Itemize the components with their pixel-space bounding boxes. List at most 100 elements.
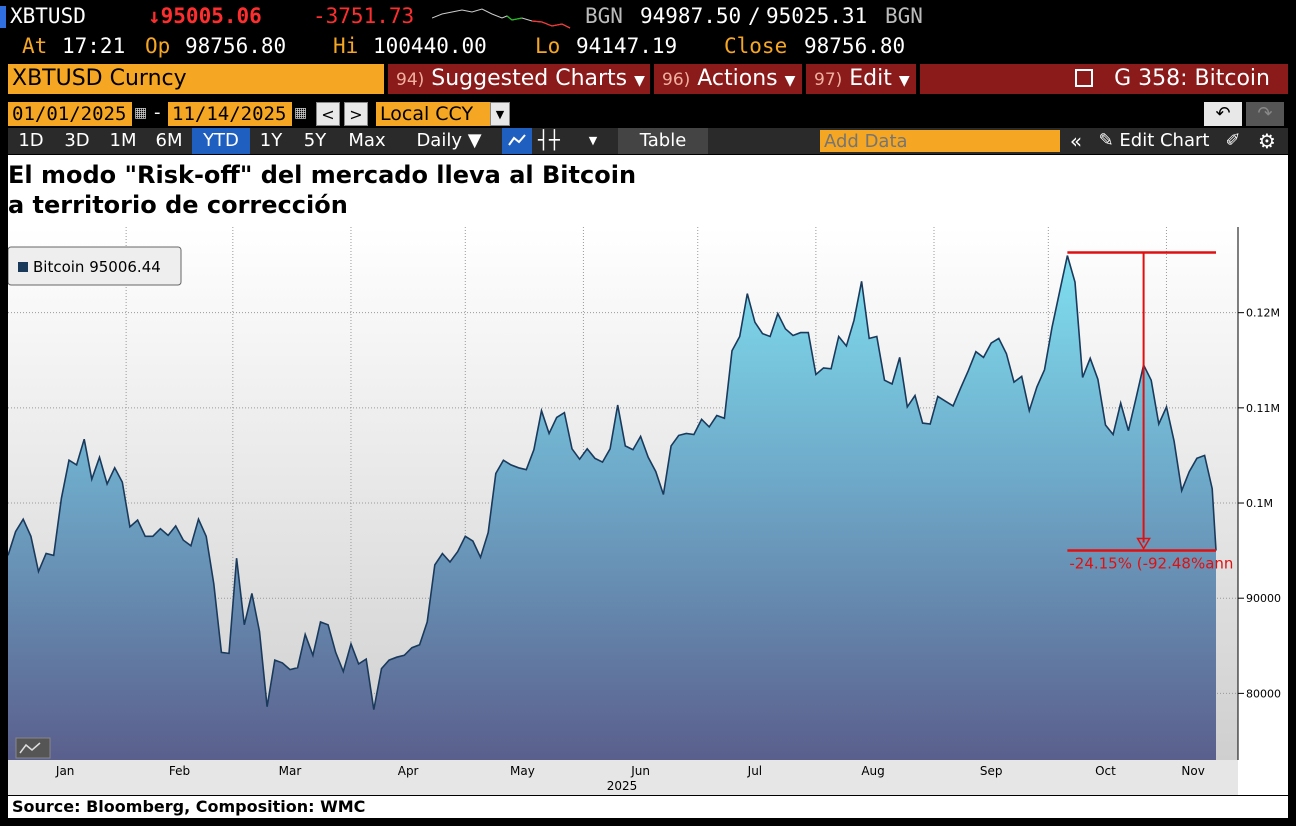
- suggested-charts-number: 94): [396, 70, 425, 90]
- price-change: -3751.73: [313, 4, 415, 28]
- price-chart[interactable]: -24.15% (-92.48%ann Jan Feb Mar Apr May Jun Ju…: [8, 227, 1288, 795]
- open-label: Op: [145, 34, 171, 58]
- x-tick-label: Jun: [630, 764, 650, 778]
- chart-panel: El modo "Risk-off" del mercado lleva al …: [8, 155, 1288, 795]
- x-axis-band: [8, 760, 1238, 795]
- period-button-ytd[interactable]: YTD: [192, 128, 250, 154]
- edit-label: Edit: [849, 66, 892, 91]
- function-label: G 358: Bitcoin: [1114, 66, 1270, 91]
- date-dash: -: [154, 102, 161, 123]
- period-button-5y[interactable]: 5Y: [303, 130, 327, 151]
- date-range-bar: 01/01/2025 ▦ - 11/14/2025 ▦ < > Local CC…: [0, 102, 1296, 128]
- menu-bar: XBTUSD Curncy 94) Suggested Charts ▼ 96)…: [0, 64, 1296, 94]
- legend-label: Bitcoin 95006.44: [33, 258, 161, 276]
- y-tick-label: 0.12M: [1246, 307, 1280, 320]
- edit-chart-button[interactable]: ✎ Edit Chart: [1094, 128, 1214, 154]
- actions-menu[interactable]: 96) Actions ▼: [654, 64, 802, 94]
- x-tick-label: Apr: [398, 764, 419, 778]
- calendar-icon[interactable]: ▦: [134, 105, 148, 121]
- pencil-icon: ✎: [1098, 130, 1114, 151]
- undo-icon[interactable]: ↶: [1204, 102, 1242, 126]
- x-tick-label: Nov: [1181, 764, 1204, 778]
- function-title[interactable]: G 358: Bitcoin: [920, 64, 1288, 94]
- x-axis: Jan Feb Mar Apr May Jun Jul Aug Sep Oct Nov: [55, 764, 1205, 778]
- x-tick-label: Mar: [279, 764, 302, 778]
- chevron-down-icon[interactable]: ▼: [588, 134, 598, 147]
- candlestick-icon[interactable]: ┤┼: [538, 130, 560, 151]
- ohlc-line: At 17:21 Op 98756.80 Hi 100440.00 Lo 941…: [0, 34, 1296, 62]
- sparkline-red: [531, 20, 571, 29]
- high-value: 100440.00: [373, 34, 487, 58]
- low-value: 94147.19: [576, 34, 678, 58]
- currency-select[interactable]: Local CCY: [376, 102, 490, 126]
- x-tick-label: Feb: [169, 764, 190, 778]
- chart-title-line-2: a territorio de corrección: [8, 191, 348, 219]
- x-tick-label: Jan: [55, 764, 75, 778]
- add-data-input[interactable]: [820, 130, 1060, 152]
- calendar-icon[interactable]: ▦: [294, 105, 308, 121]
- line-chart-icon[interactable]: [502, 128, 532, 154]
- high-label: Hi: [333, 34, 359, 58]
- bid-price: 94987.50: [640, 4, 742, 28]
- bgn-label-2: BGN: [885, 4, 923, 28]
- close-label: Close: [724, 34, 788, 58]
- table-button[interactable]: Table: [618, 128, 708, 154]
- annotate-icon[interactable]: ✐: [1225, 130, 1241, 151]
- chart-type-icon[interactable]: [15, 737, 51, 759]
- add-data-field[interactable]: [820, 130, 1060, 152]
- chevron-down-icon: ▼: [634, 73, 645, 89]
- year-label: 2025: [607, 779, 638, 793]
- x-tick-label: Oct: [1095, 764, 1116, 778]
- actions-label: Actions: [697, 66, 778, 91]
- source-line: Source: Bloomberg, Composition: WMC: [8, 796, 1288, 818]
- bitcoin-area: [8, 255, 1216, 760]
- bid-ask-slash: /: [748, 4, 761, 28]
- bgn-label: BGN: [585, 4, 623, 28]
- prev-arrow-icon[interactable]: <: [316, 102, 340, 126]
- quote-line: XBTUSD ↓95005.06 -3751.73 BGN 94987.50 /…: [0, 4, 1296, 32]
- collapse-icon[interactable]: «: [1069, 129, 1083, 153]
- legend-swatch: [18, 262, 28, 272]
- external-link-icon: [1075, 69, 1094, 87]
- y-tick-label: 90000: [1246, 592, 1281, 605]
- next-arrow-icon[interactable]: >: [344, 102, 368, 126]
- start-date-input[interactable]: 01/01/2025: [8, 102, 132, 126]
- chevron-down-icon: ▼: [784, 73, 796, 89]
- period-button-3d[interactable]: 3D: [64, 130, 90, 151]
- suggested-charts-menu[interactable]: 94) Suggested Charts ▼: [388, 64, 650, 94]
- end-date-input[interactable]: 11/14/2025: [168, 102, 292, 126]
- drawdown-arrow-head: [1136, 537, 1151, 551]
- low-label: Lo: [535, 34, 561, 58]
- x-tick-label: May: [510, 764, 535, 778]
- edit-chart-label: Edit Chart: [1119, 130, 1210, 151]
- period-button-1d[interactable]: 1D: [18, 130, 44, 151]
- redo-icon[interactable]: ↷: [1246, 102, 1284, 126]
- y-tick-label: 0.11M: [1246, 402, 1280, 415]
- period-button-1y[interactable]: 1Y: [259, 130, 283, 151]
- suggested-charts-label: Suggested Charts: [431, 66, 628, 91]
- mini-line-icon: [19, 742, 41, 754]
- frequency-select[interactable]: Daily ▼: [416, 130, 482, 151]
- x-tick-label: Jul: [747, 764, 762, 778]
- close-value: 98756.80: [804, 34, 906, 58]
- period-button-1m[interactable]: 1M: [109, 130, 137, 151]
- bitcoin-line: [8, 255, 1217, 710]
- chevron-down-icon[interactable]: ▼: [490, 102, 510, 126]
- security-field[interactable]: XBTUSD Curncy: [8, 64, 384, 94]
- chart-title-line-1: El modo "Risk-off" del mercado lleva al …: [8, 161, 637, 189]
- legend-box[interactable]: [8, 246, 182, 286]
- sparkline-green: [506, 15, 523, 21]
- period-button-6m[interactable]: 6M: [155, 130, 183, 151]
- ticker-marker: [0, 6, 6, 28]
- y-tick-label: 0.1M: [1246, 497, 1273, 510]
- at-label: At: [22, 34, 48, 58]
- at-value: 17:21: [62, 34, 126, 58]
- period-button-max[interactable]: Max: [348, 130, 386, 151]
- actions-number: 96): [662, 70, 691, 90]
- edit-menu[interactable]: 97) Edit ▼: [806, 64, 916, 94]
- x-tick-label: Aug: [861, 764, 884, 778]
- gear-icon[interactable]: ⚙: [1258, 129, 1276, 153]
- y-axis: 80000 90000 0.1M 0.11M 0.12M: [1238, 307, 1281, 700]
- last-price: ↓95005.06: [148, 4, 262, 28]
